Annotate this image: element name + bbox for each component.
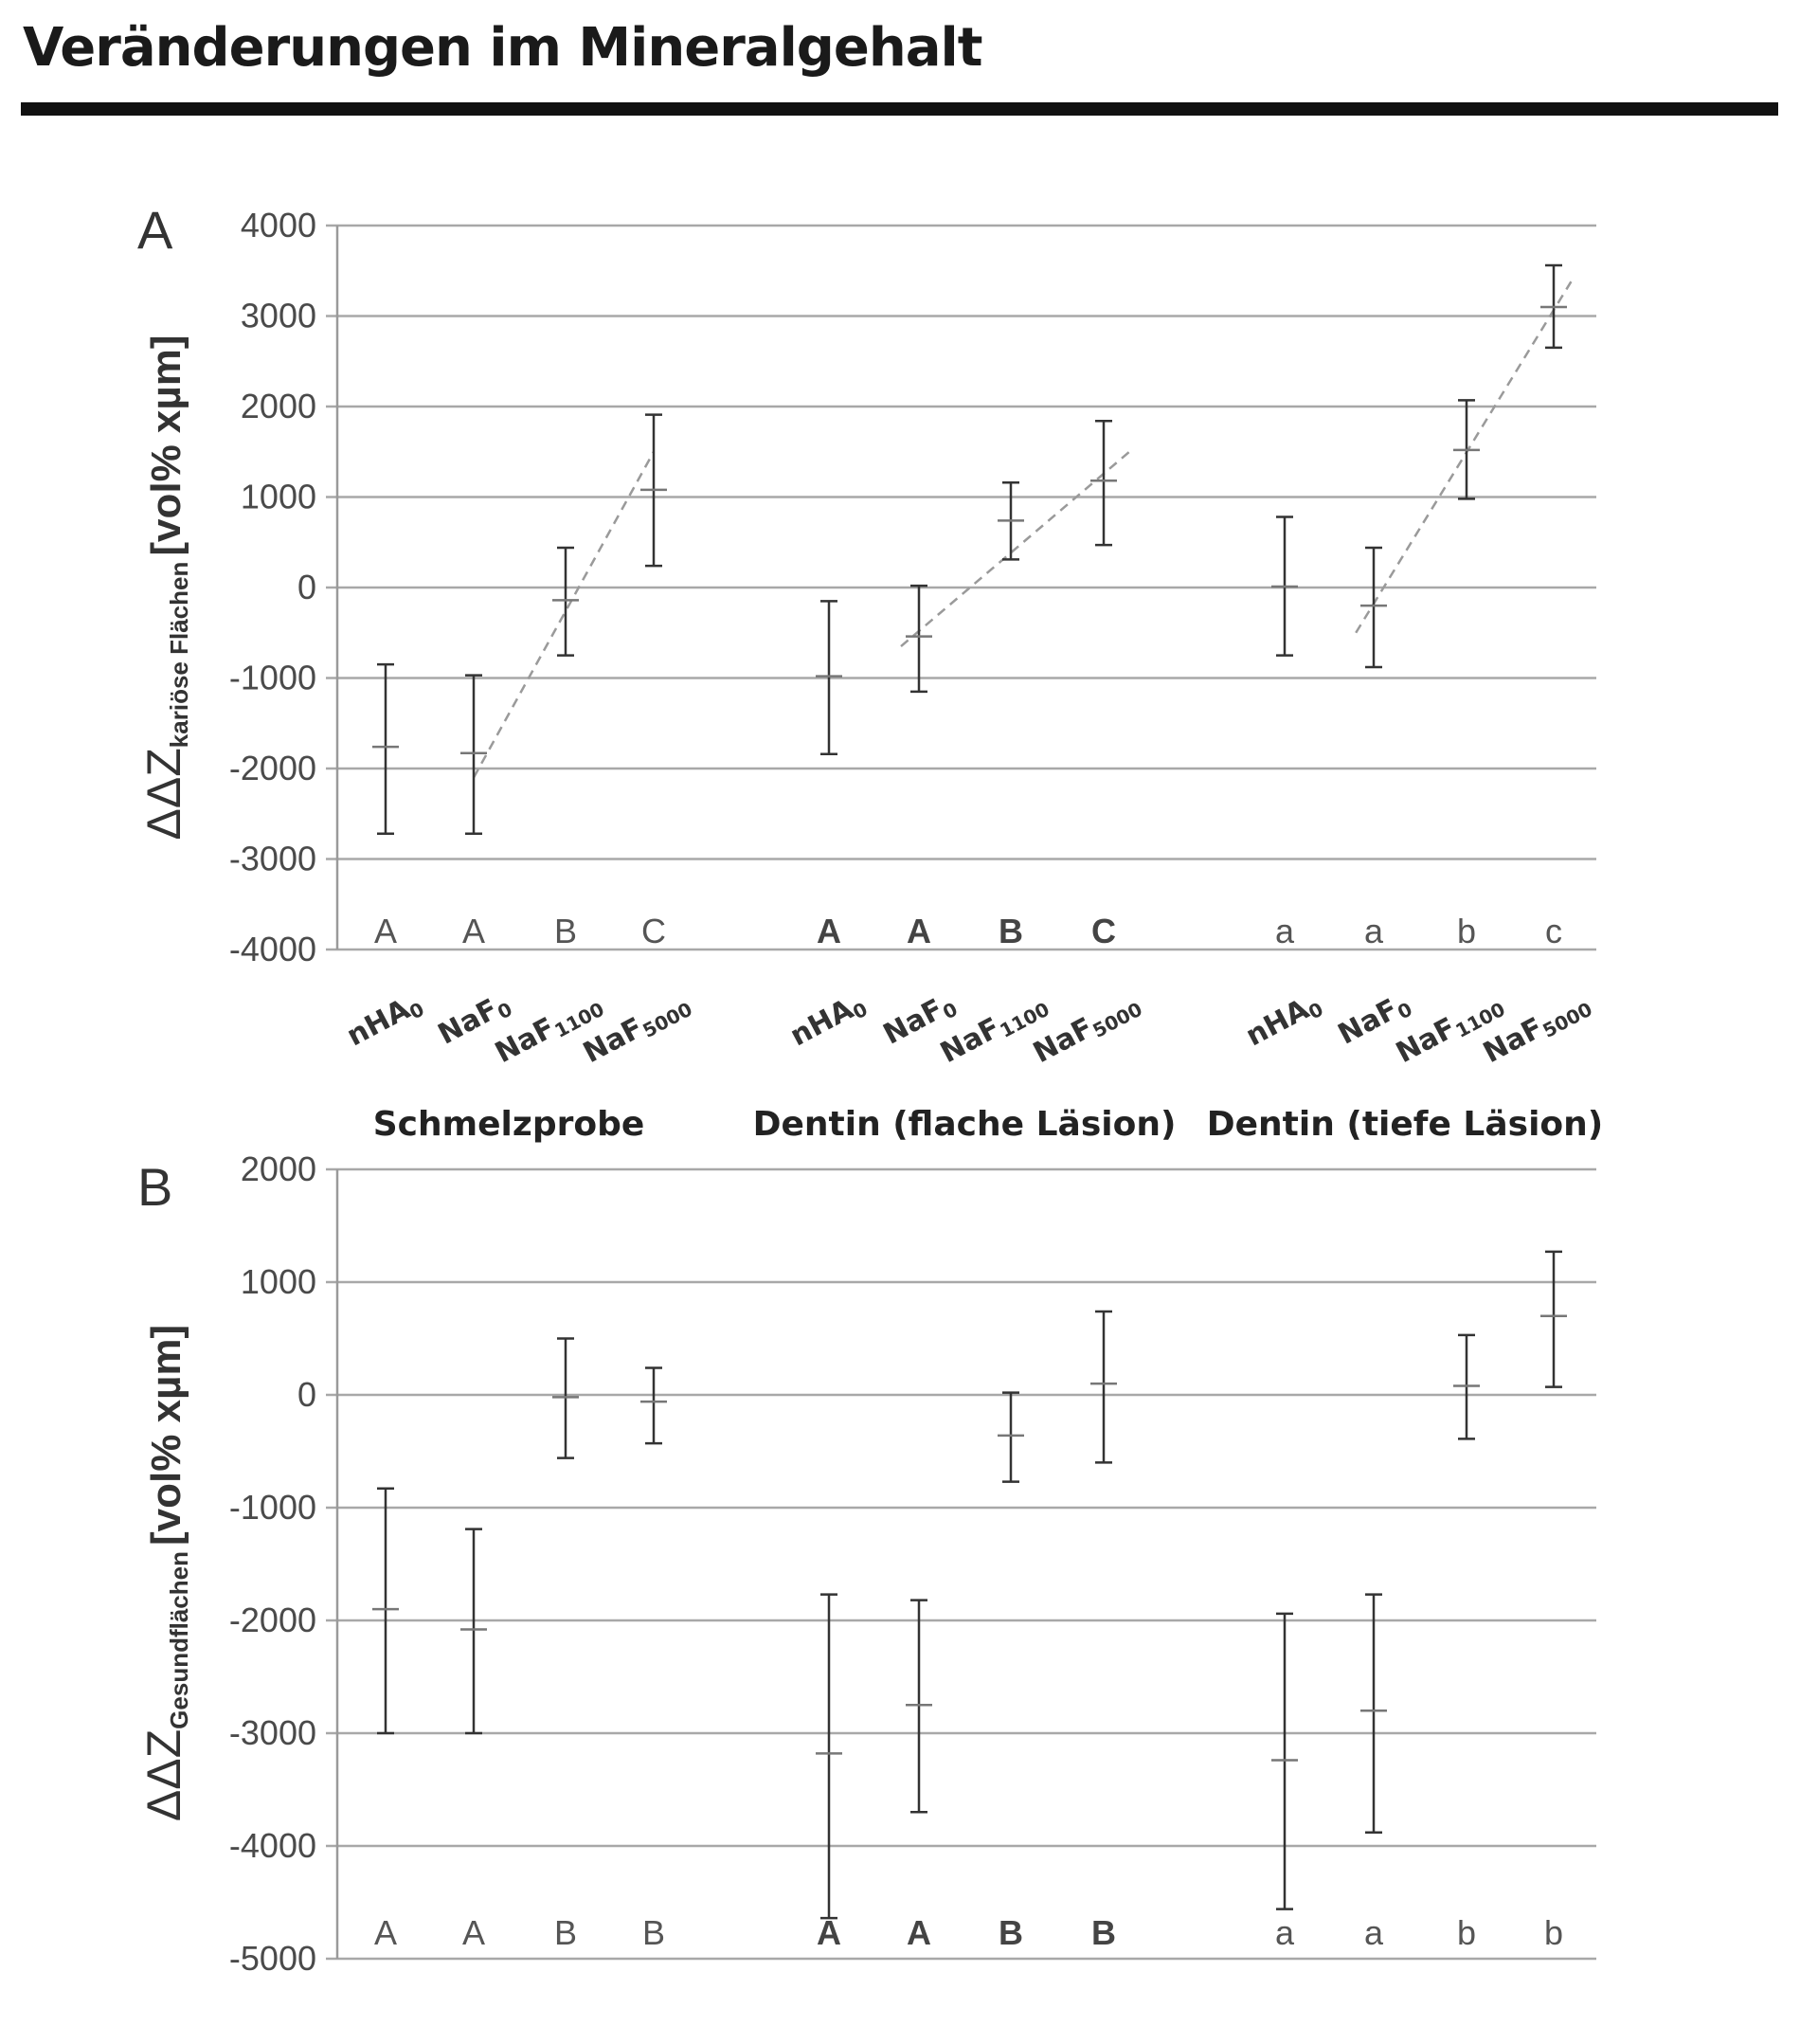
y-tick-label: 1000 — [241, 1262, 316, 1301]
panel-letter: B — [137, 1157, 172, 1217]
significance-letter: B — [554, 1913, 577, 1952]
y-tick-label: 2000 — [241, 387, 316, 425]
category-label: NaF5000 — [1028, 986, 1146, 1072]
y-tick-label: -5000 — [229, 1939, 316, 1978]
y-tick-label: -1000 — [229, 1488, 316, 1527]
group-label: Dentin (tiefe Läsion) — [1207, 1105, 1603, 1144]
significance-letter: A — [462, 912, 485, 950]
significance-letter: A — [462, 1913, 485, 1952]
trend-line — [1355, 280, 1573, 634]
panel-a-chart: A 4000 3000 2000 1000 0 -1000 -2000 -3000 -4000 ΔΔ… — [137, 200, 1596, 968]
significance-letter: b — [1544, 1913, 1563, 1952]
significance-letter: A — [374, 1913, 397, 1952]
panel-letter: A — [137, 200, 173, 260]
title-rule — [21, 102, 1778, 116]
category-label: nHA0 — [785, 986, 872, 1055]
group-label: Dentin (flache Läsion) — [753, 1105, 1177, 1144]
page-title: Veränderungen im Mineralgehalt — [23, 17, 982, 79]
significance-letter: A — [907, 1913, 931, 1952]
y-tick-label: -3000 — [229, 1713, 316, 1752]
group-labels: Schmelzprobe Dentin (flache Läsion) Dentin… — [373, 1105, 1604, 1144]
y-tick-label: 1000 — [241, 478, 316, 516]
significance-letter: B — [554, 912, 577, 950]
y-tick-label: 4000 — [241, 206, 316, 244]
significance-letter: A — [817, 912, 841, 950]
significance-letter: b — [1457, 912, 1476, 950]
y-tick-label: -4000 — [229, 1826, 316, 1865]
significance-letter: b — [1457, 1913, 1476, 1952]
significance-letter: a — [1364, 1913, 1384, 1952]
y-axis-label: ΔΔZGesundflächen[vol% xµm] — [137, 1325, 193, 1821]
y-axis-label: ΔΔZkariöse Flächen[vol% xµm] — [137, 335, 193, 840]
significance-letter: a — [1275, 912, 1295, 950]
y-tick-label: -1000 — [229, 659, 316, 697]
panel-b-chart: B 2000 1000 0 -1000 -2000 -3000 -4000 -5000 ΔΔZGe… — [137, 1149, 1596, 1978]
y-tick-label: 0 — [297, 1375, 316, 1414]
trend-line — [472, 451, 656, 779]
y-tick-label: 2000 — [241, 1149, 316, 1188]
y-tick-label: 0 — [297, 568, 316, 606]
significance-letter: C — [641, 912, 666, 950]
significance-letter: B — [1091, 1913, 1116, 1952]
significance-letter: B — [999, 1913, 1023, 1952]
significance-letter: A — [817, 1913, 841, 1952]
significance-letter: A — [374, 912, 397, 950]
y-tick-label: -3000 — [229, 840, 316, 878]
y-tick-label: -2000 — [229, 749, 316, 787]
trend-line — [900, 448, 1133, 648]
significance-letter: a — [1275, 1913, 1295, 1952]
y-tick-label: -2000 — [229, 1601, 316, 1639]
significance-letter: B — [642, 1913, 665, 1952]
y-tick-label: 3000 — [241, 297, 316, 335]
significance-letter: B — [999, 912, 1023, 950]
significance-letter: C — [1091, 912, 1116, 950]
significance-letter: A — [907, 912, 931, 950]
category-label: NaF1100 — [935, 986, 1053, 1072]
significance-letter: c — [1545, 912, 1562, 950]
y-tick-label: -4000 — [229, 930, 316, 968]
group-label: Schmelzprobe — [373, 1105, 645, 1144]
significance-letter: a — [1364, 912, 1384, 950]
category-label: nHA0 — [1241, 986, 1327, 1055]
category-label: nHA0 — [342, 986, 428, 1055]
